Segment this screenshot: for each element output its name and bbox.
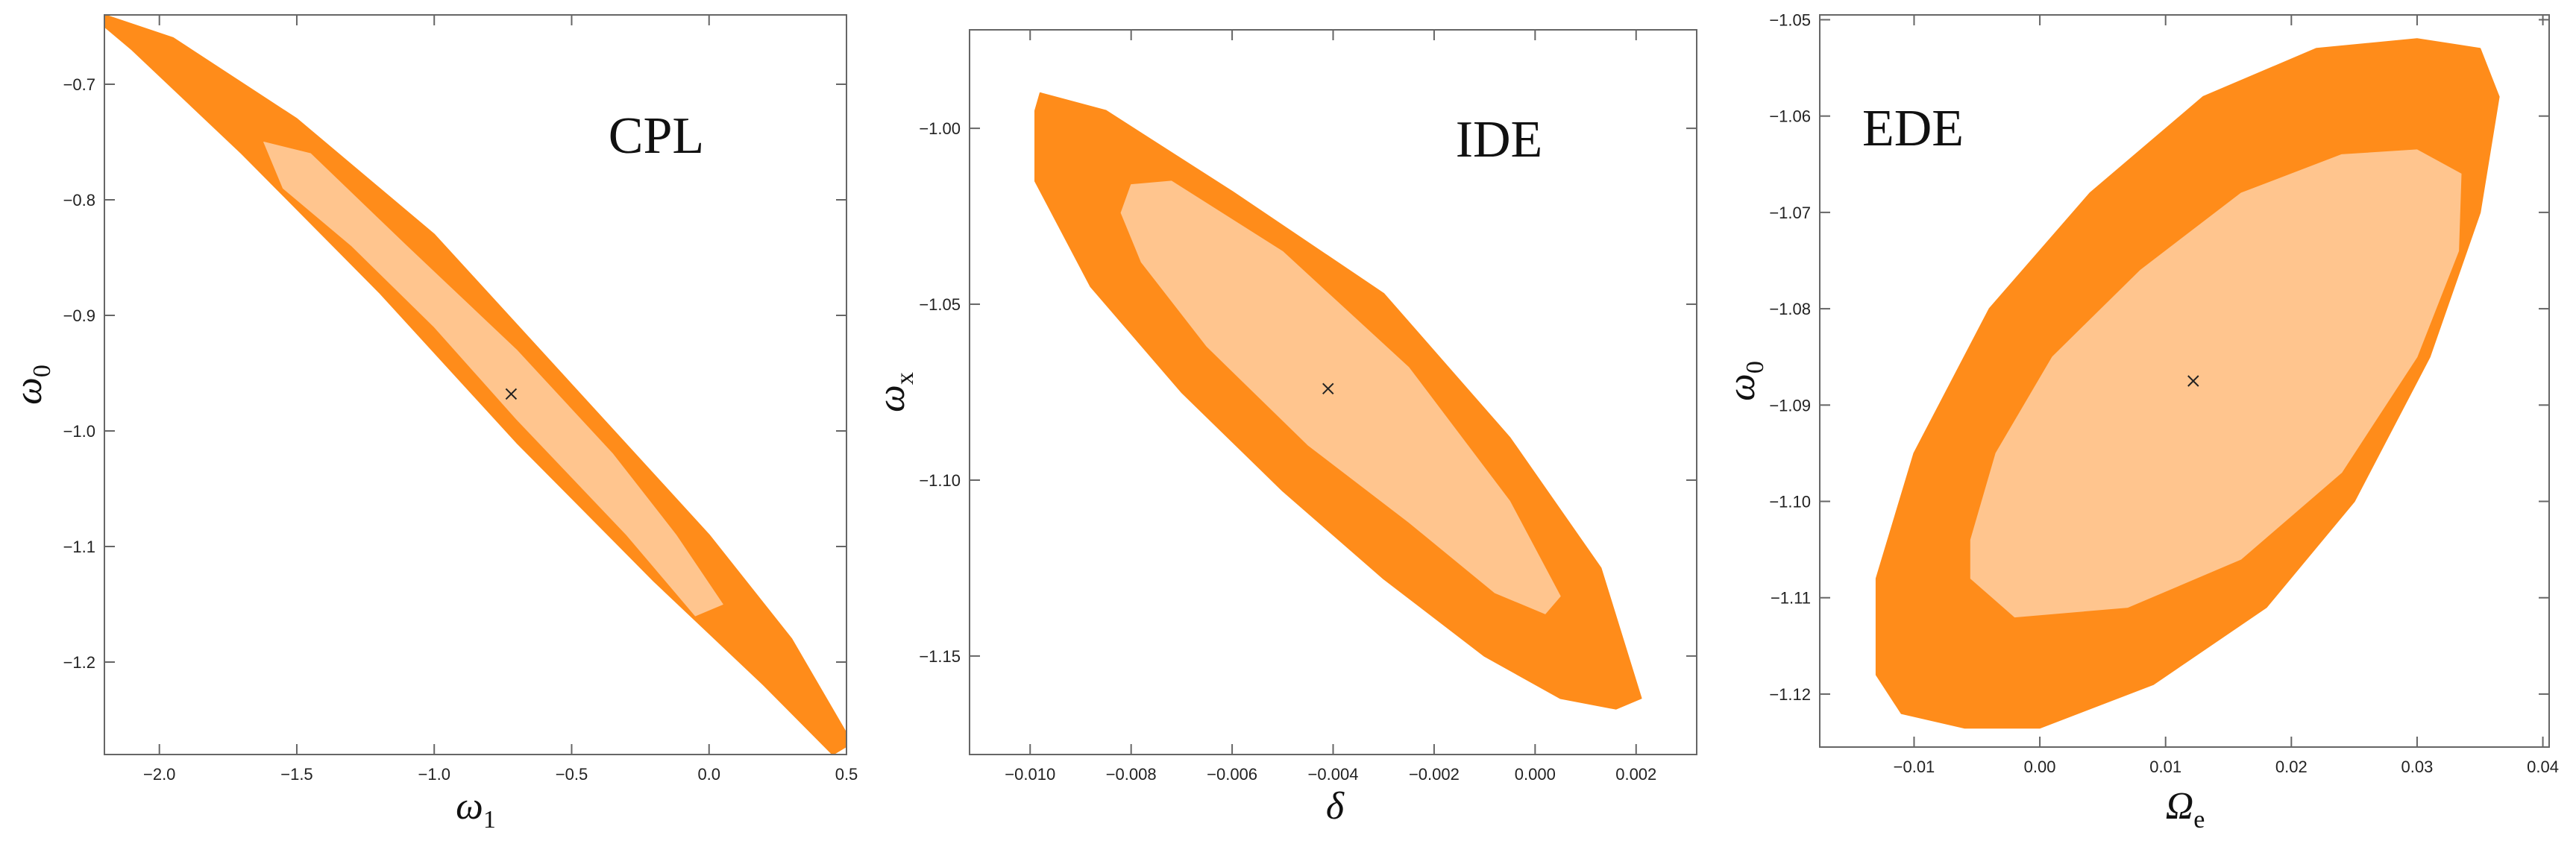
- y-axis-title-symbol: ω: [1721, 374, 1763, 401]
- plot-frame: [1819, 14, 2550, 748]
- contour-1sigma: [263, 142, 723, 617]
- plot-area: [104, 15, 846, 755]
- x-tick-label: 0.02: [2275, 757, 2308, 776]
- y-axis-title-subscript: 0: [1741, 361, 1769, 374]
- x-tick-label: −0.5: [556, 765, 588, 784]
- y-tick-label: −1.07: [1769, 204, 1811, 222]
- plot-area: [1034, 92, 1642, 710]
- y-tick-label: −1.05: [919, 295, 961, 314]
- y-tick-label: −1.11: [1771, 589, 1811, 608]
- x-axis-title-subscript: e: [2193, 806, 2205, 834]
- best-fit-marker: [2187, 375, 2199, 387]
- y-axis-title: ωx: [870, 372, 919, 412]
- plot-area: [1875, 38, 2500, 729]
- y-tick-label: −0.7: [63, 75, 95, 94]
- x-tick-label: 0.002: [1615, 765, 1656, 784]
- y-tick-label: −1.12: [1769, 685, 1811, 704]
- contour-1sigma: [1120, 180, 1561, 614]
- x-tick-label: 0.04: [2527, 757, 2559, 776]
- x-tick-label: −0.006: [1207, 765, 1257, 784]
- y-axis-title-subscript: 0: [28, 365, 56, 377]
- x-tick-label: −0.010: [1005, 765, 1055, 784]
- x-axis-title: δ: [1326, 785, 1345, 828]
- y-tick-label: −1.00: [919, 119, 961, 138]
- x-tick-label: −0.002: [1409, 765, 1460, 784]
- y-axis-title-symbol: ω: [7, 377, 50, 405]
- panel-ede: −0.01 0.00 0.01 0.02 0.03 0.04 −1.12 −1.11 −1.10…: [1721, 10, 2559, 834]
- x-axis-title: ω1: [456, 785, 496, 834]
- x-tick-label: −1.0: [418, 765, 450, 784]
- x-tick-label: −0.008: [1106, 765, 1157, 784]
- y-tick-label: −1.1: [63, 538, 95, 556]
- y-tick-label: −1.2: [63, 653, 95, 672]
- x-tick-label: 0.01: [2149, 757, 2181, 776]
- y-tick-label: −1.15: [919, 647, 961, 666]
- x-tick-label: 0.0: [697, 765, 720, 784]
- y-tick-label: −0.9: [63, 306, 95, 325]
- y-tick-label: −1.0: [63, 422, 95, 441]
- y-axis-title-subscript: x: [891, 372, 919, 385]
- panel-title: CPL: [609, 107, 704, 165]
- y-tick-label: −1.10: [919, 471, 961, 490]
- y-axis-title: ω0: [1721, 361, 1769, 401]
- panel-cpl: −2.0 −1.5 −1.0 −0.5 0.0 0.5 −1.2 −1.1 −1.0 −0.9 −0…: [7, 14, 858, 834]
- panel-ide: −0.010 −0.008 −0.006 −0.004 −0.002 0.000 0.002…: [870, 29, 1697, 828]
- panel-title: EDE: [1862, 100, 1964, 157]
- x-tick-label: −2.0: [143, 765, 175, 784]
- y-tick-label: −0.8: [63, 191, 95, 210]
- x-axis-title-symbol: δ: [1326, 785, 1345, 828]
- x-tick-label: 0.000: [1515, 765, 1556, 784]
- y-tick-label: −1.05: [1769, 10, 1811, 29]
- x-axis-title-symbol: Ω: [2166, 785, 2194, 828]
- y-tick-label: −1.08: [1769, 300, 1811, 318]
- y-tick-label: −1.10: [1769, 493, 1811, 511]
- y-tick-label: −1.06: [1769, 107, 1811, 126]
- x-axis-title: Ωe: [2166, 785, 2205, 834]
- y-axis-title: ω0: [7, 365, 56, 405]
- y-tick-label: −1.09: [1769, 396, 1811, 415]
- panel-title: IDE: [1456, 111, 1543, 168]
- contour-1sigma: [1970, 149, 2462, 618]
- plot-frame: [104, 14, 847, 755]
- x-tick-label: −0.004: [1308, 765, 1359, 784]
- x-tick-label: −1.5: [280, 765, 312, 784]
- x-tick-label: −0.01: [1894, 757, 1935, 776]
- y-axis-title-symbol: ω: [870, 385, 913, 412]
- x-axis-title-symbol: ω: [456, 785, 483, 828]
- x-tick-label: 0.5: [835, 765, 858, 784]
- x-tick-label: 0.03: [2401, 757, 2434, 776]
- x-axis-title-subscript: 1: [483, 806, 496, 834]
- contour-2sigma: [104, 15, 846, 755]
- best-fit-marker: [1322, 382, 1334, 394]
- x-tick-label: 0.00: [2024, 757, 2056, 776]
- best-fit-marker: [505, 388, 518, 400]
